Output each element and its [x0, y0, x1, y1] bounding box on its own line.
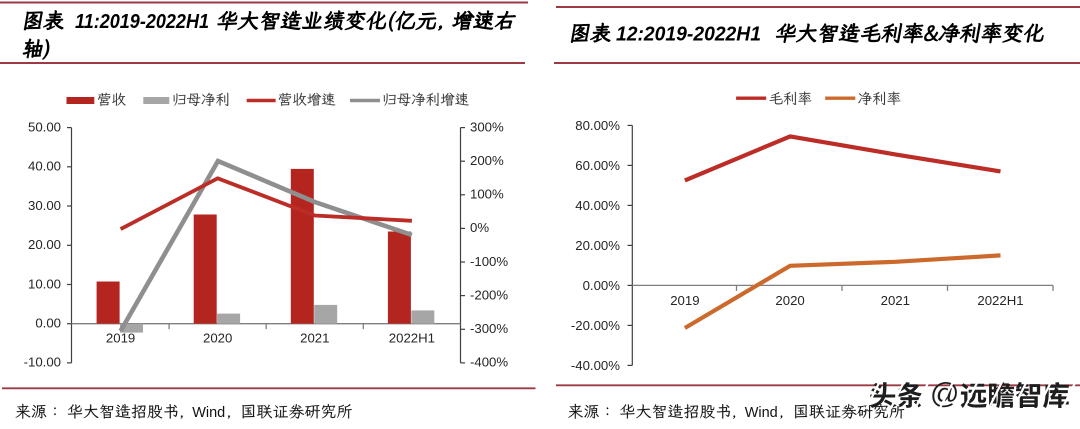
svg-text:2019: 2019	[670, 293, 699, 308]
svg-text:60.00%: 60.00%	[575, 158, 620, 173]
svg-text:2021: 2021	[881, 293, 910, 308]
svg-text:10.00: 10.00	[28, 276, 61, 291]
svg-text:2020: 2020	[203, 331, 232, 346]
svg-text:40.00: 40.00	[28, 159, 61, 174]
svg-text:0.00: 0.00	[35, 316, 61, 331]
svg-text:11:2019-2022H1: 11:2019-2022H1	[75, 10, 209, 33]
svg-text:100%: 100%	[470, 187, 504, 202]
svg-text:2022H1: 2022H1	[389, 331, 435, 346]
svg-text:-10.00: -10.00	[24, 355, 61, 370]
svg-text:@: @	[930, 378, 959, 410]
svg-text:2019: 2019	[106, 331, 135, 346]
svg-text:0%: 0%	[470, 220, 489, 235]
svg-text:200%: 200%	[470, 153, 504, 168]
svg-text:-300%: -300%	[470, 321, 508, 336]
svg-text:2021: 2021	[300, 331, 329, 346]
svg-text:-200%: -200%	[470, 287, 508, 302]
svg-text:-40.00%: -40.00%	[571, 358, 620, 373]
svg-text:2022H1: 2022H1	[977, 293, 1023, 308]
svg-text:12:2019-2022H1: 12:2019-2022H1	[616, 23, 761, 46]
svg-text:50.00: 50.00	[28, 119, 61, 134]
svg-text:300%: 300%	[470, 119, 504, 134]
svg-text:Wind: Wind	[192, 405, 225, 421]
svg-text:20.00%: 20.00%	[575, 238, 620, 253]
svg-text:40.00%: 40.00%	[575, 198, 620, 213]
svg-text:20.00: 20.00	[28, 237, 61, 252]
svg-text:-20.00%: -20.00%	[571, 318, 620, 333]
svg-text:-400%: -400%	[470, 355, 508, 370]
svg-text:80.00%: 80.00%	[575, 118, 620, 133]
svg-text:-100%: -100%	[470, 254, 508, 269]
svg-text:0.00%: 0.00%	[583, 278, 621, 293]
svg-text:2020: 2020	[775, 293, 804, 308]
svg-text:30.00: 30.00	[28, 198, 61, 213]
svg-text:Wind: Wind	[745, 405, 778, 421]
